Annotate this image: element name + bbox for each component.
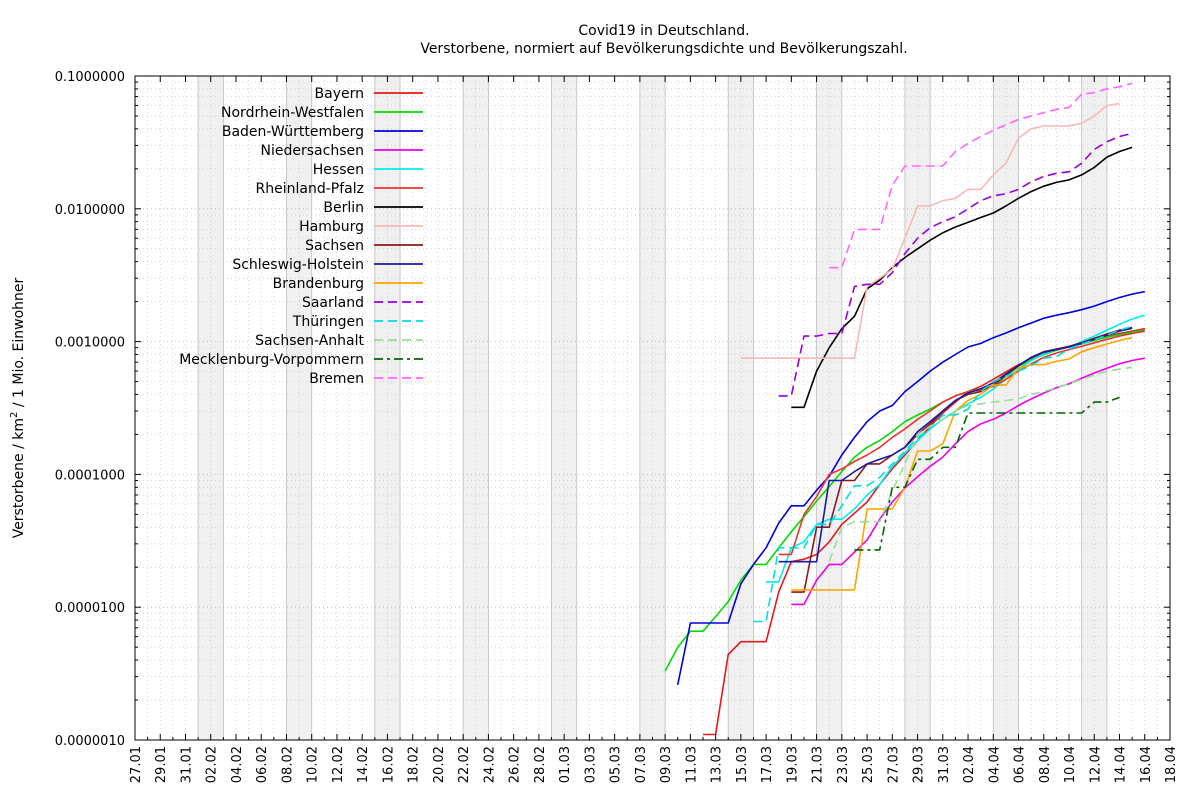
series-line-rheinland-pfalz (778, 330, 1145, 556)
x-tick-label: 14.02 (356, 746, 371, 783)
legend-label: Rheinland-Pfalz (256, 181, 364, 197)
y-tick-label: 0.0000100 (55, 601, 125, 616)
legend-label: Niedersachsen (261, 143, 364, 159)
x-tick-label: 03.03 (583, 746, 598, 783)
series-line-bremen (829, 82, 1133, 269)
x-tick-label: 16.02 (381, 746, 396, 783)
chart-title-line1: Covid19 in Deutschland. (578, 23, 749, 39)
legend-label: Berlin (323, 200, 364, 216)
x-tick-label: 31.01 (179, 746, 194, 783)
legend-label: Hessen (313, 162, 364, 178)
y-tick-label: 0.1000000 (55, 70, 125, 85)
y-tick-label: 0.0001000 (55, 468, 125, 483)
x-tick-label: 02.02 (205, 746, 220, 783)
legend-label: Bayern (315, 86, 364, 102)
legend-label: Bremen (309, 371, 364, 387)
legend-label: Brandenburg (273, 276, 364, 292)
x-tick-label: 28.02 (533, 746, 548, 783)
y-tick-label: 0.0000010 (55, 734, 125, 749)
x-tick-label: 08.02 (280, 746, 295, 783)
x-tick-label: 12.04 (1088, 746, 1103, 783)
x-tick-label: 17.03 (760, 746, 775, 783)
x-tick-label: 05.03 (609, 746, 624, 783)
x-tick-label: 02.04 (962, 746, 977, 783)
x-tick-label: 10.04 (1063, 746, 1078, 783)
x-tick-label: 04.04 (987, 746, 1002, 783)
y-tick-label: 0.0010000 (55, 336, 125, 351)
legend-label: Hamburg (299, 219, 364, 235)
x-tick-label: 20.02 (432, 746, 447, 783)
y-axis-label: Verstorbene / km2 / 1 Mio. Einwohner (9, 277, 27, 538)
x-tick-label: 12.02 (331, 746, 346, 783)
x-tick-label: 22.02 (457, 746, 472, 783)
legend-label: Nordrhein-Westfalen (221, 105, 364, 121)
x-tick-label: 01.03 (558, 746, 573, 783)
x-tick-label: 24.02 (482, 746, 497, 783)
x-tick-label: 23.03 (836, 746, 851, 783)
chart-title-line2: Verstorbene, normiert auf Bevölkerungsdi… (420, 41, 907, 57)
series-line-th-ringen (753, 325, 1133, 623)
x-tick-label: 19.03 (785, 746, 800, 783)
grid (135, 76, 1170, 740)
legend-label: Sachsen-Anhalt (255, 333, 364, 349)
series-line-mecklenburg-vorpommern (854, 396, 1120, 551)
legend-label: Thüringen (292, 314, 364, 330)
x-tick-label: 27.03 (886, 746, 901, 783)
series-line-hamburg (740, 102, 1120, 360)
legend: Bayern Nordrhein-Westfalen Baden-Württembe… (179, 86, 423, 387)
series-line-schleswig-holstein (778, 327, 1133, 563)
x-tick-label: 09.03 (659, 746, 674, 783)
series-line-niedersachsen (791, 357, 1145, 606)
series-line-berlin (791, 146, 1133, 409)
x-tick-label: 08.04 (1038, 746, 1053, 783)
x-tick-label: 21.03 (811, 746, 826, 783)
y-tick-label: 0.0100000 (55, 203, 125, 218)
x-tick-label: 06.04 (1013, 746, 1028, 783)
y-axis-ticks: 0.0000010 0.0000100 0.0001000 0.0010000 0.01… (55, 70, 1170, 749)
series-line-sachsen (791, 326, 1133, 593)
x-tick-label: 07.03 (634, 746, 649, 783)
series-lines (664, 82, 1146, 736)
x-tick-label: 29.03 (912, 746, 927, 783)
x-tick-label: 25.03 (861, 746, 876, 783)
legend-label: Schleswig-Holstein (232, 257, 364, 273)
x-tick-label: 15.03 (735, 746, 750, 783)
legend-label: Baden-Württemberg (222, 124, 364, 140)
x-axis-ticks: 27.01 29.01 31.01 02.02 04.02 06.02 08.02 10.02… (129, 76, 1179, 783)
x-tick-label: 14.04 (1114, 746, 1129, 783)
x-tick-label: 18.04 (1164, 746, 1179, 783)
x-tick-label: 13.03 (710, 746, 725, 783)
x-tick-label: 06.02 (255, 746, 270, 783)
legend-label: Sachsen (305, 238, 364, 254)
x-tick-label: 31.03 (937, 746, 952, 783)
x-tick-label: 27.01 (129, 746, 144, 783)
x-tick-label: 04.02 (230, 746, 245, 783)
legend-label: Mecklenburg-Vorpommern (179, 352, 364, 368)
x-tick-label: 10.02 (306, 746, 321, 783)
series-line-sachsen-anhalt (828, 366, 1133, 562)
x-tick-label: 26.02 (508, 746, 523, 783)
series-line-brandenburg (791, 336, 1133, 591)
series-line-baden-w-rttemberg (676, 290, 1145, 686)
x-tick-label: 29.01 (154, 746, 169, 783)
x-tick-label: 16.04 (1139, 746, 1154, 783)
legend-label: Saarland (302, 295, 364, 311)
x-tick-label: 18.02 (407, 746, 422, 783)
x-tick-label: 11.03 (684, 746, 699, 783)
